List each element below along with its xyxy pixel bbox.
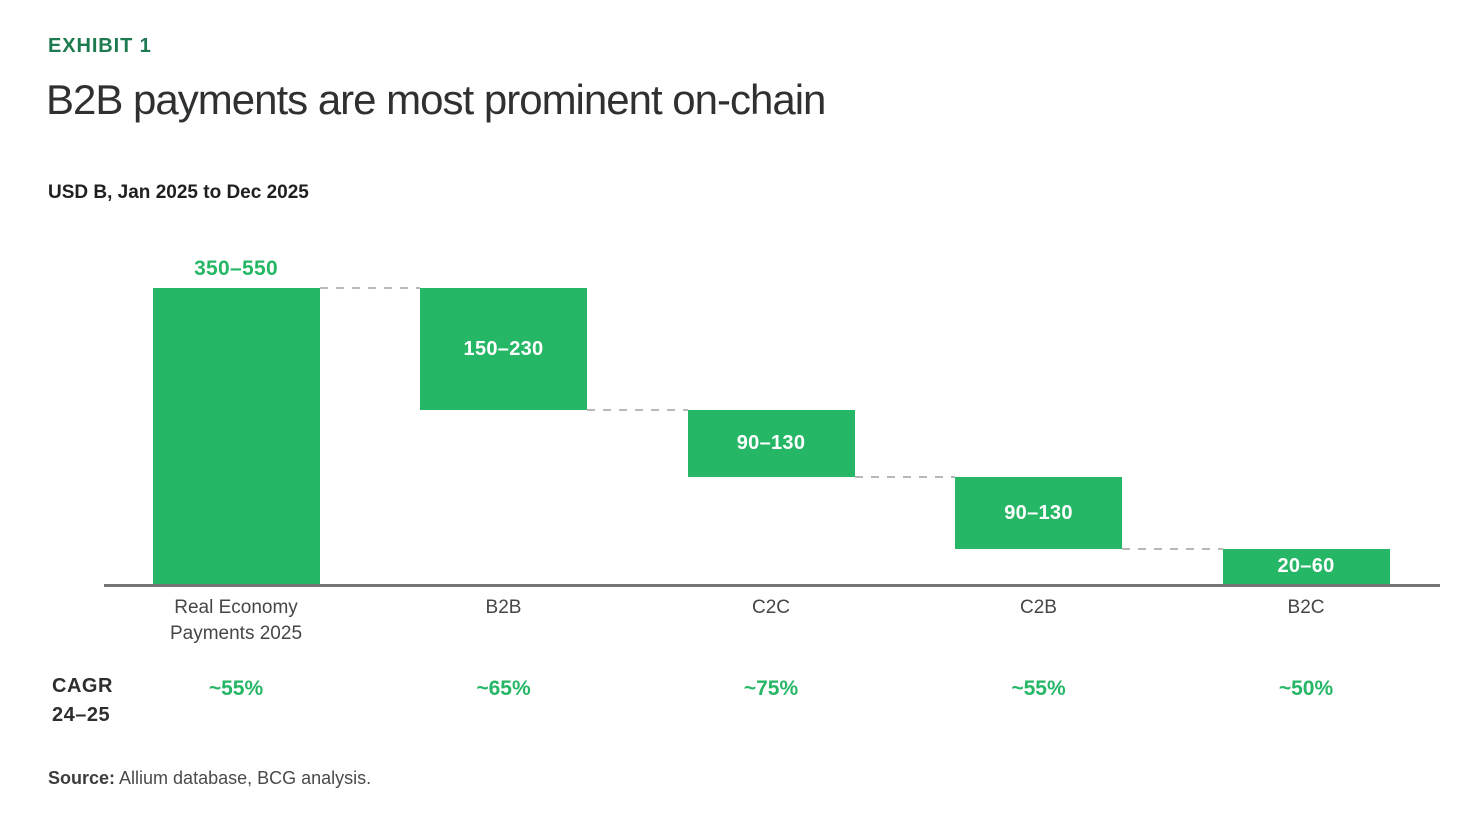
connector-line bbox=[1122, 548, 1223, 550]
connector-line bbox=[587, 409, 688, 411]
source-note: Source: Allium database, BCG analysis. bbox=[48, 768, 371, 789]
category-label-line: C2C bbox=[751, 597, 790, 618]
cagr-value: ~65% bbox=[476, 677, 531, 700]
connector-line bbox=[854, 476, 955, 478]
source-prefix: Source: bbox=[48, 768, 116, 788]
page-title: B2B payments are most prominent on-chain bbox=[46, 76, 826, 123]
exhibit-label: EXHIBIT 1 bbox=[48, 35, 152, 57]
category-label: B2B bbox=[394, 595, 614, 621]
category-label-line: B2C bbox=[1287, 597, 1325, 618]
category-label: B2C bbox=[1196, 595, 1416, 621]
cagr-value: ~55% bbox=[208, 677, 264, 700]
units-label: USD B, Jan 2025 to Dec 2025 bbox=[48, 182, 309, 203]
source-text: Allium database, BCG analysis. bbox=[115, 768, 372, 788]
category-label-line: Payments 2025 bbox=[169, 623, 303, 644]
bar-value-label: 20–60 bbox=[1277, 555, 1335, 577]
category-label: C2C bbox=[661, 595, 881, 621]
bar-c2c: 90–130 bbox=[687, 410, 855, 477]
category-label: C2B bbox=[929, 595, 1149, 621]
bar-value-label: 350–550 bbox=[194, 257, 278, 280]
category-label-line: C2B bbox=[1020, 597, 1057, 618]
category-label: Real Economy Payments 2025 bbox=[126, 595, 346, 647]
x-axis-line bbox=[104, 584, 1440, 587]
category-label-line: Real Economy bbox=[174, 597, 298, 618]
cagr-row-label-line2: 24–25 bbox=[52, 704, 111, 726]
connector-line bbox=[319, 287, 420, 289]
cagr-row-label: CAGR 24–25 bbox=[52, 672, 113, 730]
bar-value-label: 90–130 bbox=[1004, 501, 1073, 524]
bar-b2c: 20–60 bbox=[1222, 549, 1390, 584]
bar-value-label: 150–230 bbox=[463, 337, 544, 360]
bar-real-economy-payments-2025 bbox=[152, 288, 320, 584]
bar-b2b: 150–230 bbox=[420, 288, 587, 410]
cagr-value: ~50% bbox=[1278, 677, 1334, 700]
bar-c2b: 90–130 bbox=[955, 477, 1122, 549]
category-label-line: B2B bbox=[485, 597, 522, 618]
cagr-row-label-line1: CAGR bbox=[52, 675, 113, 697]
cagr-value: ~55% bbox=[1011, 677, 1066, 700]
bar-value-label: 90–130 bbox=[736, 432, 806, 454]
cagr-value: ~75% bbox=[743, 677, 799, 700]
